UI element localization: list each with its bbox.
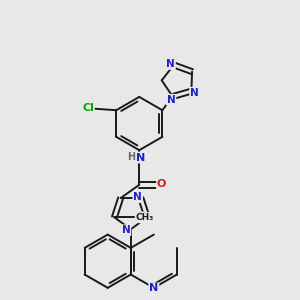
Text: O: O (157, 179, 166, 189)
Text: CH₃: CH₃ (136, 213, 154, 222)
Text: Cl: Cl (82, 103, 94, 113)
Text: N: N (122, 225, 130, 235)
Text: N: N (167, 95, 176, 105)
Text: N: N (138, 212, 147, 222)
Text: N: N (190, 88, 199, 98)
Text: H: H (128, 152, 136, 162)
Text: N: N (136, 152, 146, 163)
Text: N: N (134, 192, 142, 202)
Text: N: N (149, 284, 158, 293)
Text: N: N (166, 59, 175, 69)
